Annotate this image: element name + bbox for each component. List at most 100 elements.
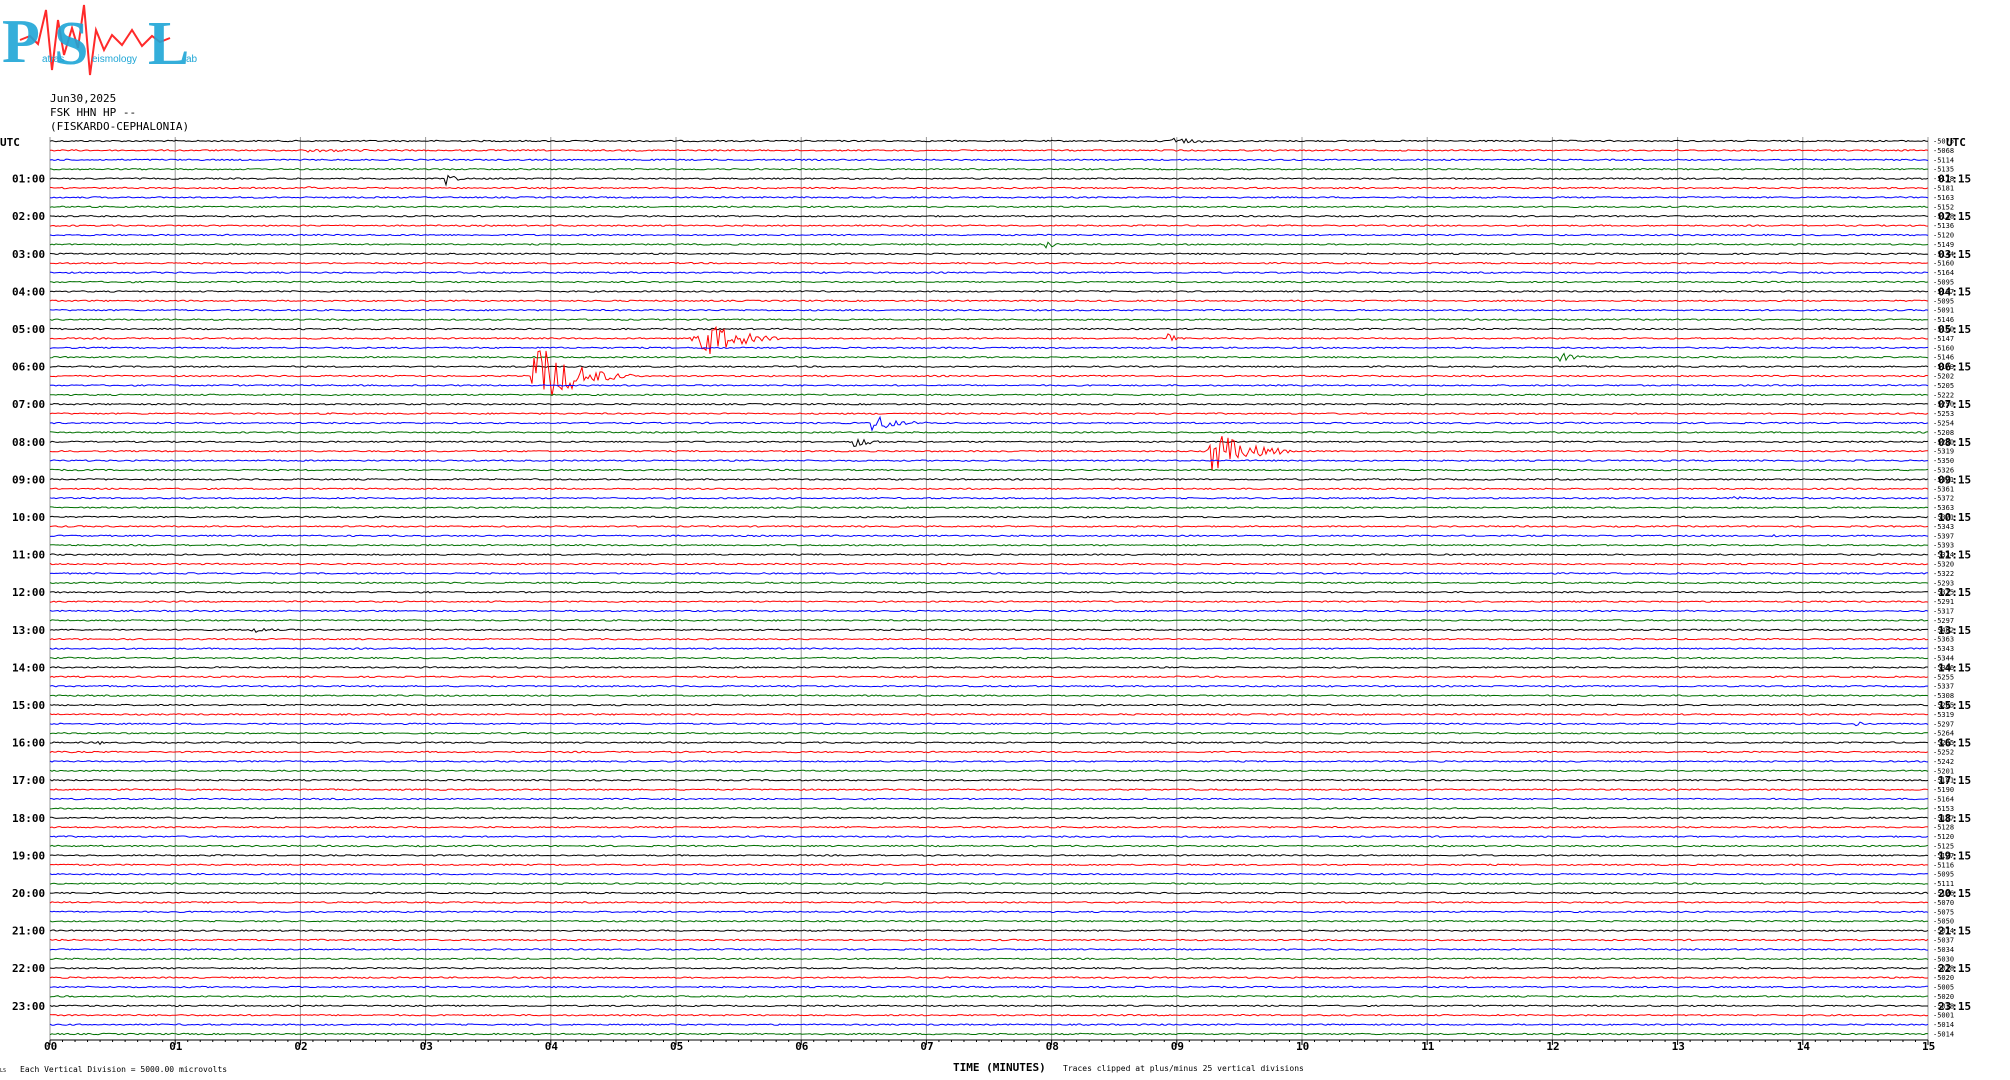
trace-offset-label: -5005: [1933, 984, 1954, 992]
trace-20: [49, 327, 1928, 331]
trace-offset-label: -5014: [1933, 1021, 1954, 1029]
trace-offset-label: -5125: [1933, 843, 1954, 851]
trace-82: [49, 910, 1929, 914]
trace-81: [49, 901, 1929, 904]
right-hour-label: 01:15: [1938, 173, 1971, 186]
trace-offset-label: -5136: [1933, 222, 1954, 230]
left-hour-label: 04:00: [12, 285, 45, 298]
trace-10: [49, 233, 1929, 237]
trace-65: [49, 750, 1929, 754]
logo-letter-l: L: [148, 10, 189, 78]
trace-22: [49, 346, 1929, 350]
left-hour-label: 21:00: [12, 925, 45, 938]
trace-offset-label: -5322: [1933, 570, 1954, 578]
trace-offset-label: -5393: [1933, 542, 1954, 550]
trace-offset-label: -5397: [1933, 532, 1954, 540]
trace-offset-label: -5037: [1933, 937, 1954, 945]
trace-offset-label: -5116: [1933, 861, 1954, 869]
left-hour-label: 05:00: [12, 323, 45, 336]
trace-85: [49, 938, 1929, 942]
trace-offset-label: -5205: [1933, 382, 1954, 390]
trace-91: [49, 995, 1929, 998]
left-hour-label: 20:00: [12, 887, 45, 900]
trace-31: [49, 431, 1929, 434]
trace-offset-label: -5264: [1933, 730, 1954, 738]
left-hour-label: 11:00: [12, 549, 45, 562]
trace-21: [49, 325, 1929, 355]
trace-74: [49, 835, 1929, 838]
logo-wave: [19, 4, 171, 76]
trace-offset-label: -5181: [1933, 777, 1954, 785]
trace-offset-label: -5361: [1933, 485, 1954, 493]
right-hour-label: 11:15: [1938, 549, 1971, 562]
trace-offset-label: -5034: [1933, 946, 1954, 954]
trace-offset-label: -5146: [1933, 354, 1954, 362]
trace-offset-label: -5128: [1933, 824, 1954, 832]
trace-7: [49, 205, 1928, 209]
right-hour-label: 06:15: [1938, 361, 1971, 374]
trace-offset-label: -5308: [1933, 692, 1954, 700]
trace-offset-label: -5201: [1933, 767, 1954, 775]
trace-50: [49, 609, 1929, 613]
trace-offset-label: -5293: [1933, 579, 1954, 587]
trace-15: [49, 280, 1929, 284]
trace-58: [49, 684, 1929, 688]
trace-5: [49, 186, 1929, 190]
trace-offset-label: -5371: [1933, 514, 1954, 522]
trace-59: [49, 694, 1929, 697]
right-hour-label: 16:15: [1938, 737, 1971, 750]
axis-labels: 00 01 02 03 04 05 06 07 08 09 10 11 12 13 14 15-5075-50…: [12, 138, 1971, 1054]
trace-33: [49, 436, 1928, 471]
trace-42: [49, 534, 1929, 538]
trace-offset-label: -5020: [1933, 974, 1954, 982]
x-tick-02: 02: [294, 1040, 307, 1053]
trace-offset-label: -5020: [1933, 993, 1954, 1001]
trace-9: [49, 224, 1929, 227]
trace-offset-label: -5075: [1933, 908, 1954, 916]
x-tick-15: 15: [1922, 1040, 1935, 1053]
trace-offset-label: -5290: [1933, 438, 1954, 446]
trace-offset-label: -5095: [1933, 279, 1954, 287]
trace-offset-label: -5149: [1933, 241, 1954, 249]
trace-54: [49, 647, 1929, 650]
trace-offset-label: -5147: [1933, 335, 1954, 343]
x-tick-03: 03: [420, 1040, 433, 1053]
trace-12: [49, 252, 1929, 256]
trace-offset-label: -5095: [1933, 871, 1954, 879]
right-hour-label: 15:15: [1938, 699, 1971, 712]
right-hour-label: 08:15: [1938, 436, 1971, 449]
trace-offset-label: -5372: [1933, 495, 1954, 503]
right-hour-label: 07:15: [1938, 398, 1971, 411]
trace-offset-label: -5317: [1933, 608, 1954, 616]
trace-60: [49, 703, 1928, 707]
trace-77: [49, 863, 1929, 867]
trace-45: [49, 562, 1929, 566]
trace-87: [49, 957, 1929, 961]
trace-offset-label: -5242: [1933, 758, 1954, 766]
trace-offset-label: -5126: [1933, 890, 1954, 898]
left-hour-label: 08:00: [12, 436, 45, 449]
trace-offset-label: -5127: [1933, 852, 1954, 860]
right-hour-label: 14:15: [1938, 661, 1971, 674]
right-hour-label: 21:15: [1938, 925, 1971, 938]
logo-word-2: eismology: [92, 54, 137, 65]
trace-30: [49, 415, 1929, 432]
trace-8: [49, 214, 1929, 218]
trace-offset-label: -5285: [1933, 702, 1954, 710]
trace-17: [49, 299, 1929, 303]
trace-41: [49, 525, 1929, 528]
trace-offset-label: -5402: [1933, 626, 1954, 634]
trace-offset-label: -5120: [1933, 232, 1954, 240]
trace-88: [49, 966, 1929, 970]
logo-letter-p: P: [2, 8, 40, 76]
trace-offset-label: -5014: [1933, 1031, 1954, 1039]
trace-69: [49, 788, 1929, 791]
left-hour-label: 10:00: [12, 511, 45, 524]
header-station: (FISKARDO-CEPHALONIA): [50, 120, 190, 133]
trace-73: [49, 825, 1929, 829]
left-hour-label: 09:00: [12, 473, 45, 486]
trace-offset-label: -5160: [1933, 344, 1954, 352]
psl-logo: P S L atras eismology ab: [2, 4, 198, 78]
trace-offset-label: -5135: [1933, 166, 1954, 174]
trace-offset-label: -5152: [1933, 203, 1954, 211]
